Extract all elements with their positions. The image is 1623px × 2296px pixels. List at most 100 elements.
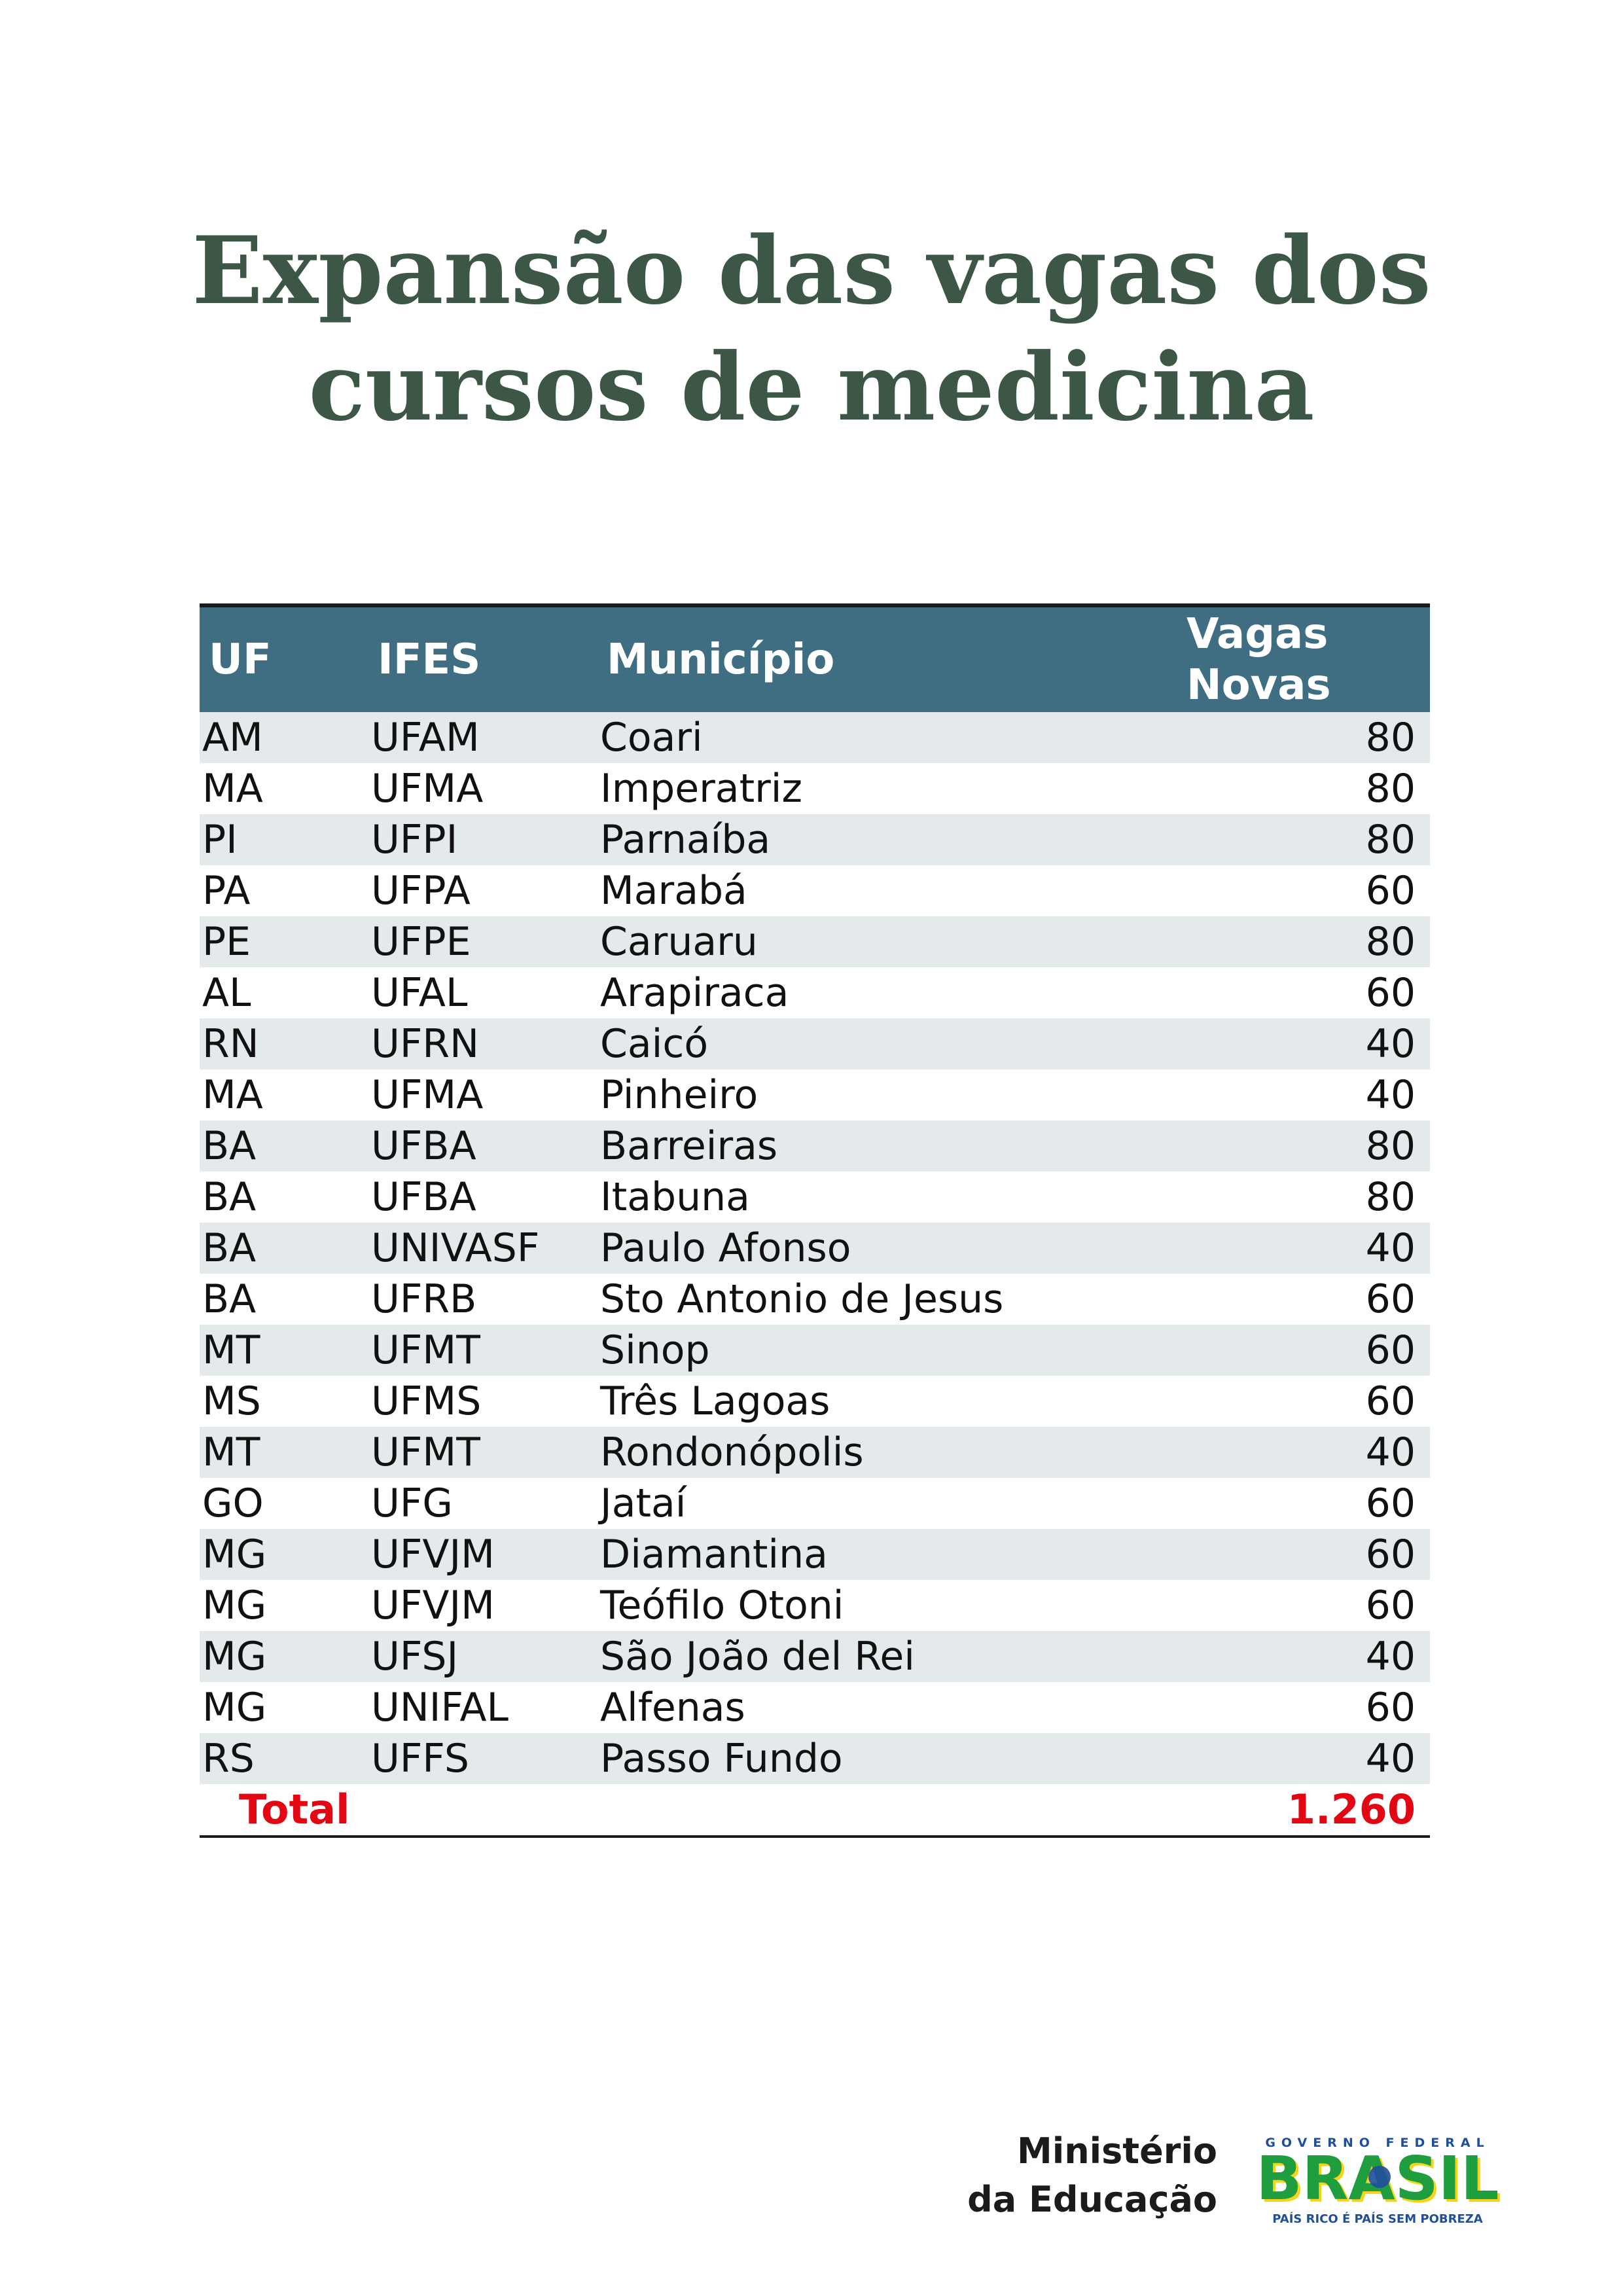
cell-municipio: Passo Fundo	[594, 1733, 1176, 1784]
cell-municipio: Caicó	[594, 1018, 1176, 1069]
cell-vagas: 40	[1176, 1733, 1430, 1784]
header-vagas-novas: Vagas Novas	[1176, 605, 1430, 712]
table-header-row: UF IFES Município Vagas Novas	[200, 605, 1430, 712]
table-row: BA UFBA Itabuna 80	[200, 1172, 1430, 1223]
cell-ifes: UFBA	[371, 1172, 594, 1223]
cell-ifes: UFG	[371, 1478, 594, 1529]
page-title-line-2: cursos de medicina	[308, 333, 1315, 442]
governo-federal-brasil-logo: GOVERNO FEDERAL BRASIL BRASIL PAÍS RICO …	[1256, 2136, 1501, 2226]
cell-uf: PI	[200, 814, 371, 865]
table-row: PE UFPE Caruaru 80	[200, 916, 1430, 967]
table-row: GO UFG Jataí 60	[200, 1478, 1430, 1529]
cell-uf: AM	[200, 712, 371, 763]
cell-vagas: 40	[1176, 1018, 1430, 1069]
cell-ifes: UFRB	[371, 1274, 594, 1325]
table-row: MT UFMT Sinop 60	[200, 1325, 1430, 1376]
ministerio-line-2: da Educação	[967, 2179, 1217, 2220]
header-vagas-line-2: Novas	[1186, 661, 1331, 709]
cell-vagas: 80	[1176, 814, 1430, 865]
cell-municipio: Arapiraca	[594, 967, 1176, 1018]
cell-vagas: 60	[1176, 1376, 1430, 1427]
cell-ifes: UFVJM	[371, 1529, 594, 1580]
cell-vagas: 80	[1176, 1121, 1430, 1172]
cell-uf: GO	[200, 1478, 371, 1529]
cell-ifes: UFMT	[371, 1427, 594, 1478]
cell-uf: PE	[200, 916, 371, 967]
cell-uf: BA	[200, 1121, 371, 1172]
cell-municipio: Marabá	[594, 865, 1176, 916]
cell-vagas: 80	[1176, 763, 1430, 814]
cell-municipio: Teófilo Otoni	[594, 1580, 1176, 1631]
table-row: RN UFRN Caicó 40	[200, 1018, 1430, 1069]
logo-globe-icon	[1368, 2166, 1391, 2188]
cell-ifes: UFPA	[371, 865, 594, 916]
cell-ifes: UFSJ	[371, 1631, 594, 1682]
cell-uf: RN	[200, 1018, 371, 1069]
logo-top-text: GOVERNO FEDERAL	[1265, 2136, 1489, 2150]
cell-uf: BA	[200, 1223, 371, 1274]
cell-vagas: 60	[1176, 1580, 1430, 1631]
cell-municipio: Caruaru	[594, 916, 1176, 967]
table-body: AM UFAM Coari 80 MA UFMA Imperatriz 80 PI UFPI P…	[200, 712, 1430, 1784]
table-row: MG UFSJ São João del Rei 40	[200, 1631, 1430, 1682]
cell-municipio: Rondonópolis	[594, 1427, 1176, 1478]
table-row: AM UFAM Coari 80	[200, 712, 1430, 763]
cell-municipio: Parnaíba	[594, 814, 1176, 865]
header-vagas-line-1: Vagas	[1186, 610, 1329, 658]
total-row: Total 1.260	[200, 1784, 1430, 1837]
cell-vagas: 80	[1176, 916, 1430, 967]
cell-municipio: Sto Antonio de Jesus	[594, 1274, 1176, 1325]
cell-vagas: 60	[1176, 1682, 1430, 1733]
cell-municipio: Alfenas	[594, 1682, 1176, 1733]
table-row: PI UFPI Parnaíba 80	[200, 814, 1430, 865]
cell-uf: MG	[200, 1682, 371, 1733]
table-row: RS UFFS Passo Fundo 40	[200, 1733, 1430, 1784]
vagas-table: UF IFES Município Vagas Novas AM UFAM Coar…	[200, 603, 1430, 1838]
table-footer: Total 1.260	[200, 1784, 1430, 1837]
page-title: Expansão das vagas dos cursos de medicin…	[0, 213, 1623, 446]
cell-ifes: UFPI	[371, 814, 594, 865]
cell-uf: RS	[200, 1733, 371, 1784]
cell-vagas: 80	[1176, 1172, 1430, 1223]
cell-vagas: 80	[1176, 712, 1430, 763]
table-row: PA UFPA Marabá 60	[200, 865, 1430, 916]
table-row: MT UFMT Rondonópolis 40	[200, 1427, 1430, 1478]
table-row: AL UFAL Arapiraca 60	[200, 967, 1430, 1018]
cell-municipio: São João del Rei	[594, 1631, 1176, 1682]
table-row: MA UFMA Imperatriz 80	[200, 763, 1430, 814]
cell-ifes: UFRN	[371, 1018, 594, 1069]
cell-uf: BA	[200, 1274, 371, 1325]
cell-municipio: Itabuna	[594, 1172, 1176, 1223]
cell-uf: MG	[200, 1580, 371, 1631]
cell-vagas: 40	[1176, 1427, 1430, 1478]
table-row: MS UFMS Três Lagoas 60	[200, 1376, 1430, 1427]
total-spacer	[594, 1784, 1176, 1837]
cell-ifes: UFAM	[371, 712, 594, 763]
cell-municipio: Diamantina	[594, 1529, 1176, 1580]
table-row: BA UFRB Sto Antonio de Jesus 60	[200, 1274, 1430, 1325]
logo-bottom-text: PAÍS RICO É PAÍS SEM POBREZA	[1272, 2212, 1483, 2226]
total-label: Total	[200, 1784, 594, 1837]
cell-uf: PA	[200, 865, 371, 916]
cell-ifes: UFAL	[371, 967, 594, 1018]
cell-uf: MT	[200, 1325, 371, 1376]
cell-ifes: UFMA	[371, 763, 594, 814]
cell-municipio: Jataí	[594, 1478, 1176, 1529]
cell-uf: MA	[200, 1069, 371, 1121]
ministerio-line-1: Ministério	[1016, 2130, 1217, 2172]
table-row: MG UNIFAL Alfenas 60	[200, 1682, 1430, 1733]
cell-uf: MS	[200, 1376, 371, 1427]
cell-vagas: 40	[1176, 1631, 1430, 1682]
cell-ifes: UFPE	[371, 916, 594, 967]
cell-ifes: UNIVASF	[371, 1223, 594, 1274]
cell-municipio: Sinop	[594, 1325, 1176, 1376]
cell-vagas: 60	[1176, 1274, 1430, 1325]
cell-ifes: UFMT	[371, 1325, 594, 1376]
table-row: MG UFVJM Teófilo Otoni 60	[200, 1580, 1430, 1631]
cell-municipio: Pinheiro	[594, 1069, 1176, 1121]
cell-vagas: 60	[1176, 1529, 1430, 1580]
cell-municipio: Imperatriz	[594, 763, 1176, 814]
cell-vagas: 60	[1176, 967, 1430, 1018]
cell-ifes: UFVJM	[371, 1580, 594, 1631]
header-uf: UF	[200, 605, 371, 712]
